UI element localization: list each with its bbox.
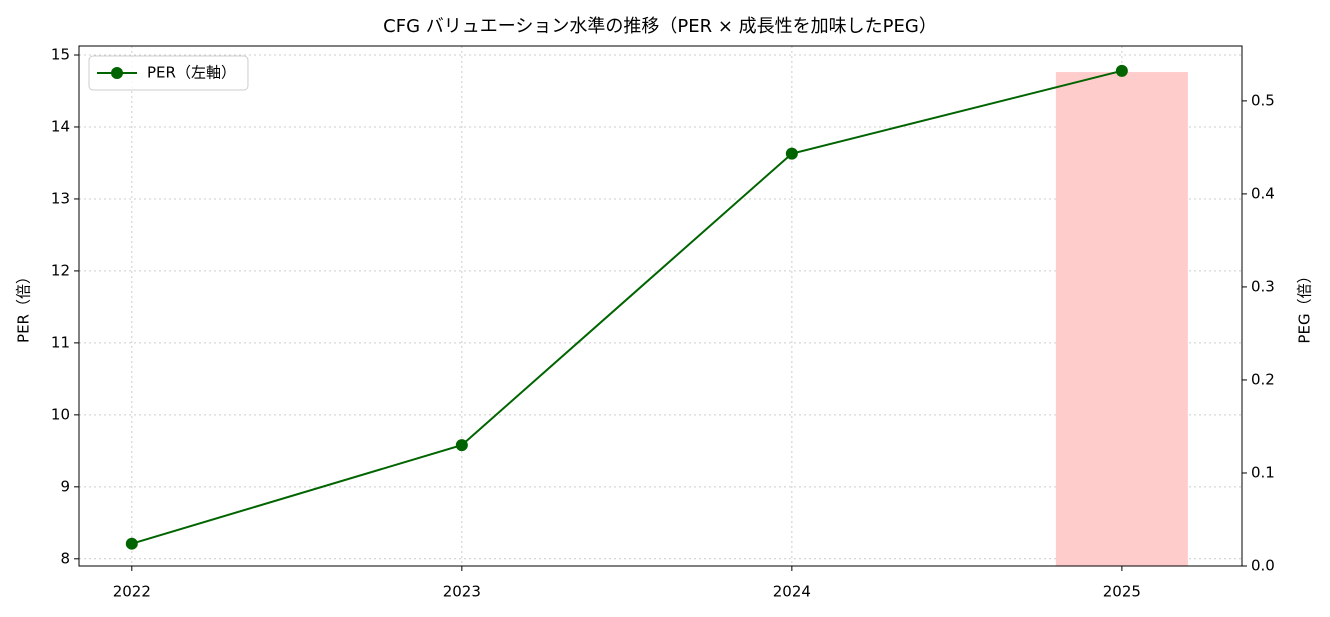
x-tick-label: 2024 (773, 583, 811, 601)
plot-frame (78, 45, 1243, 567)
plot (125, 64, 1188, 566)
y2-tick-label: 0.2 (1251, 370, 1275, 388)
x-tick-label: 2023 (443, 583, 481, 601)
y-axis-label: PER（倍） (15, 269, 33, 343)
y2-tick-label: 0.0 (1251, 557, 1275, 575)
point (125, 537, 138, 550)
bar (1055, 72, 1188, 566)
point (455, 439, 468, 452)
point (785, 147, 798, 160)
y2-tick-label: 0.4 (1251, 184, 1275, 202)
x-tick-label: 2022 (113, 583, 151, 601)
legend: PER（左軸） (88, 55, 249, 91)
y-tick-label: 14 (51, 117, 70, 135)
y-tick-label: 13 (51, 189, 70, 207)
y-tick-label: 15 (51, 45, 70, 63)
y-tick-label: 11 (51, 333, 70, 351)
y2-axis-label: PEG（倍） (1296, 268, 1314, 343)
y2-tick-label: 0.1 (1251, 463, 1275, 481)
chart-title: CFG バリュエーション水準の推移（PER × 成長性を加味したPEG） (383, 16, 937, 37)
y2-tick-label: 0.5 (1251, 91, 1275, 109)
legend-frame (88, 55, 249, 91)
y-tick-label: 8 (60, 549, 70, 567)
x-tick-label: 2025 (1103, 583, 1141, 601)
y-tick-label: 10 (51, 405, 70, 423)
y2-tick-label: 0.3 (1251, 277, 1275, 295)
legend-marker (111, 67, 123, 79)
y-tick-label: 12 (51, 261, 70, 279)
line (131, 69, 1123, 545)
axes: 2022 2023 2024 2025 8 9 10 11 12 13 14 15 0.0 0.1 0.2 0… (51, 45, 1275, 600)
point (1115, 64, 1128, 77)
y-tick-label: 9 (60, 477, 70, 495)
legend-label: PER（左軸） (147, 64, 236, 82)
